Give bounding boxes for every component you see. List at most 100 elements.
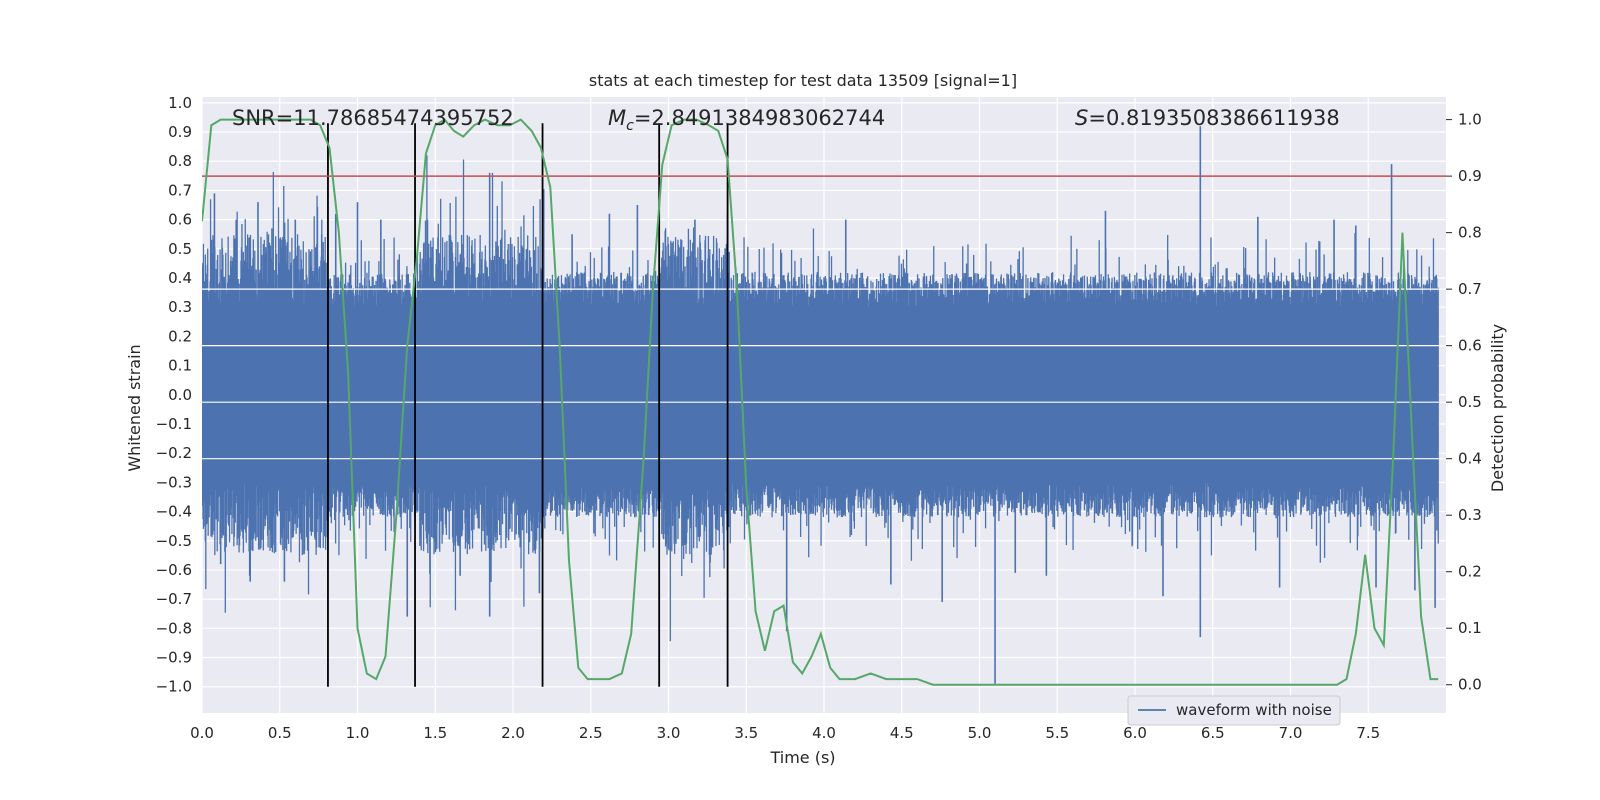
y-axis-right-label: Detection probability	[1488, 324, 1507, 492]
x-tick: 1.0	[346, 724, 370, 742]
x-tick: 6.5	[1201, 724, 1225, 742]
s-value: =0.8193508386611938	[1088, 106, 1339, 130]
y-right-tick: 0.9	[1446, 167, 1482, 185]
plot-content	[202, 118, 1446, 687]
y-left-tick-label: 0.8	[168, 152, 192, 170]
y-left-tick: −0.7	[156, 590, 192, 608]
y-left-tick: −0.6	[156, 561, 192, 579]
y-left-tick: −1.0	[156, 678, 192, 696]
chirp-mass-subscript: c	[626, 118, 634, 134]
legend-box	[1127, 695, 1341, 726]
x-tick: 2.0	[501, 724, 525, 742]
y-left-tick: 1.0	[168, 94, 192, 112]
x-tick-label: 1.5	[423, 724, 447, 742]
y-left-tick-label: 0.5	[168, 240, 192, 258]
x-tick: 7.0	[1279, 724, 1303, 742]
x-tick: 4.5	[890, 724, 914, 742]
y-left-tick-label: −0.2	[156, 444, 192, 462]
y-right-tick: 1.0	[1446, 111, 1482, 129]
x-tick-label: 3.0	[657, 724, 681, 742]
y-left-tick-label: −0.8	[156, 619, 192, 637]
y-left-tick: 0.8	[168, 152, 192, 170]
x-tick-label: 5.0	[968, 724, 992, 742]
x-tick: 5.5	[1045, 724, 1069, 742]
y-right-tick: 0.7	[1446, 280, 1482, 298]
y-left-tick-label: 0.2	[168, 327, 192, 345]
x-tick: 2.5	[579, 724, 603, 742]
chart-title: stats at each timestep for test data 135…	[589, 71, 1017, 90]
y-left-tick: −0.5	[156, 532, 192, 550]
y-right-tick-label: 0.9	[1458, 167, 1482, 185]
x-tick: 6.0	[1123, 724, 1147, 742]
y-right-tick-label: 1.0	[1458, 111, 1482, 129]
y-right-tick: 0.8	[1446, 224, 1482, 242]
y-axis-left-ticks: 1.0 0.9 0.8 0.7 0.6 0.5 0.4 0.3 0.2 0.1 0.0 −0.1 −0.…	[156, 94, 192, 696]
s-symbol: S	[1075, 106, 1088, 130]
y-right-tick: 0.6	[1446, 337, 1482, 355]
y-left-tick: −0.4	[156, 503, 192, 521]
y-left-tick-label: −0.6	[156, 561, 192, 579]
y-right-tick: 0.5	[1446, 393, 1482, 411]
chirp-mass-symbol: M	[608, 106, 626, 130]
y-left-tick-label: −0.1	[156, 415, 192, 433]
y-left-tick-label: 0.9	[168, 123, 192, 141]
y-right-tick: 0.2	[1446, 563, 1482, 581]
legend: waveform with noise	[1127, 695, 1341, 726]
y-axis-right-ticks: 1.0 0.9 0.8 0.7 0.6 0.5 0.4 0.3 0.2 0.1 0.0	[1446, 111, 1482, 694]
chirp-mass-value: =2.8491384983062744	[634, 106, 885, 130]
y-right-tick-label: 0.6	[1458, 337, 1482, 355]
y-left-tick-label: −0.5	[156, 532, 192, 550]
y-right-tick-label: 0.8	[1458, 224, 1482, 242]
y-left-tick: 0.2	[168, 327, 192, 345]
y-left-tick-label: 0.4	[168, 269, 192, 287]
y-left-tick: −0.1	[156, 415, 192, 433]
x-axis-label: Time (s)	[769, 748, 835, 767]
x-tick: 4.0	[812, 724, 836, 742]
y-left-tick: −0.3	[156, 473, 192, 491]
y-right-tick: 0.1	[1446, 619, 1482, 637]
waveform-core-band	[202, 320, 1439, 470]
y-right-tick-label: 0.2	[1458, 563, 1482, 581]
y-left-tick-label: −1.0	[156, 678, 192, 696]
x-tick-label: 5.5	[1045, 724, 1069, 742]
y-left-tick: 0.1	[168, 357, 192, 375]
x-tick-label: 7.5	[1356, 724, 1380, 742]
x-tick-label: 3.5	[734, 724, 758, 742]
chirp-mass-annotation: Mc=2.8491384983062744	[608, 106, 885, 134]
x-tick: 3.0	[657, 724, 681, 742]
y-left-tick-label: 1.0	[168, 94, 192, 112]
detection-probability-line	[202, 118, 1439, 686]
x-tick-label: 2.5	[579, 724, 603, 742]
y-axis-left-label: Whitened strain	[125, 344, 144, 471]
y-right-tick-label: 0.3	[1458, 506, 1482, 524]
y-left-tick: −0.2	[156, 444, 192, 462]
x-tick-label: 0.5	[268, 724, 292, 742]
x-tick: 5.0	[968, 724, 992, 742]
x-tick: 0.5	[268, 724, 292, 742]
y-left-tick-label: 0.1	[168, 357, 192, 375]
x-tick-label: 2.0	[501, 724, 525, 742]
y-left-tick-label: 0.0	[168, 386, 192, 404]
y-left-tick-label: 0.7	[168, 181, 192, 199]
y-right-tick-label: 0.1	[1458, 619, 1482, 637]
legend-entry-waveform: waveform with noise	[1176, 701, 1332, 719]
x-tick: 7.5	[1356, 724, 1380, 742]
y-left-tick-label: −0.9	[156, 649, 192, 667]
x-tick-label: 0.0	[190, 724, 214, 742]
y-left-tick-label: 0.3	[168, 298, 192, 316]
y-left-tick: 0.0	[168, 386, 192, 404]
y-left-tick: 0.7	[168, 181, 192, 199]
y-left-tick: 0.3	[168, 298, 192, 316]
y-left-tick-label: −0.7	[156, 590, 192, 608]
y-left-tick: −0.9	[156, 649, 192, 667]
x-tick-label: 4.5	[890, 724, 914, 742]
y-right-tick-label: 0.0	[1458, 676, 1482, 694]
y-left-tick: 0.5	[168, 240, 192, 258]
y-left-tick: −0.8	[156, 619, 192, 637]
y-left-tick-label: 0.6	[168, 211, 192, 229]
vertical-markers	[327, 123, 729, 687]
y-right-tick: 0.0	[1446, 676, 1482, 694]
x-tick: 0.0	[190, 724, 214, 742]
x-tick-label: 6.0	[1123, 724, 1147, 742]
y-left-tick-label: −0.4	[156, 503, 192, 521]
